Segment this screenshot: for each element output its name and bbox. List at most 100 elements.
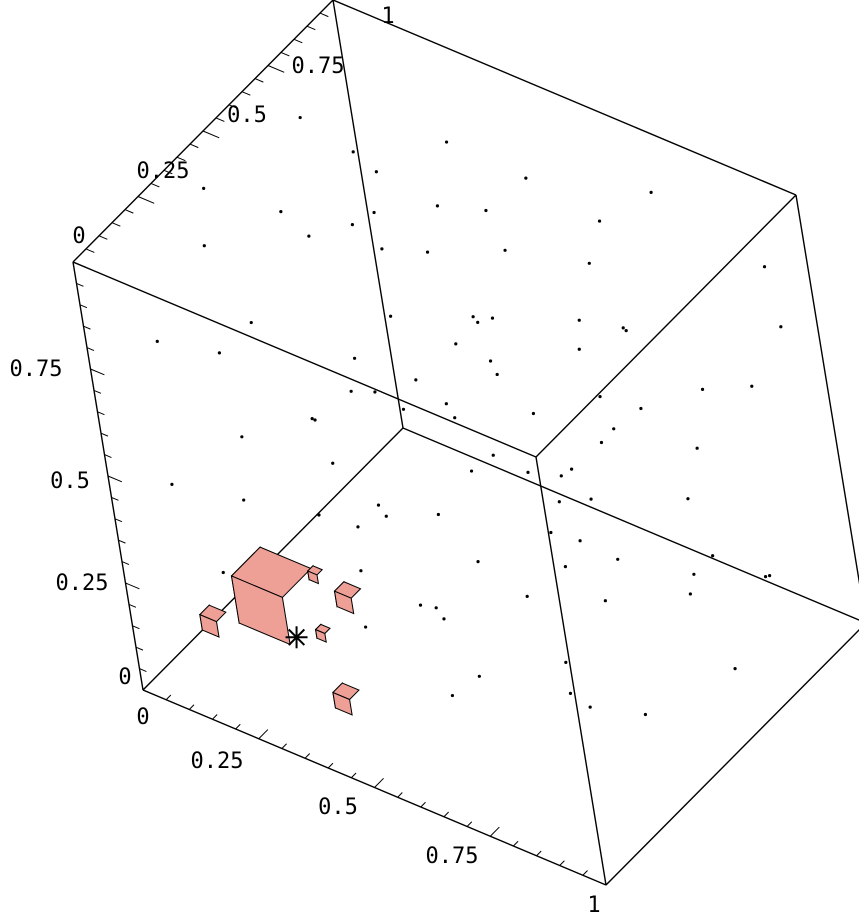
x-axis-tick: [397, 792, 403, 798]
z-axis-tick: [139, 668, 147, 672]
x-tick-label: 0.5: [318, 795, 358, 820]
y-tick-label: 0: [72, 224, 85, 249]
cube-face-front: [333, 590, 355, 615]
data-point: [389, 314, 393, 318]
data-point: [490, 316, 495, 320]
x-axis-tick: [466, 821, 473, 827]
data-point: [531, 411, 536, 416]
data-point: [298, 115, 302, 120]
data-point: [524, 176, 528, 180]
data-point: [477, 674, 481, 678]
y-axis-tick: [202, 130, 220, 139]
cube-edge: [142, 689, 607, 886]
z-axis-tick: [97, 411, 105, 416]
data-point: [526, 470, 530, 474]
cube-edge: [795, 194, 859, 585]
z-axis-tick: [104, 454, 112, 458]
data-point: [779, 325, 783, 329]
data-point: [612, 427, 616, 431]
x-axis-tick: [443, 811, 449, 818]
z-axis-tick: [121, 561, 130, 565]
data-point: [221, 570, 225, 575]
y-axis-tick: [150, 182, 160, 188]
data-point: [568, 691, 573, 696]
z-axis-tick: [76, 282, 84, 287]
data-point: [435, 204, 440, 208]
data-point: [414, 378, 418, 382]
data-point: [564, 660, 568, 665]
x-axis-tick: [536, 850, 542, 857]
x-axis-tick: [513, 840, 519, 847]
z-tick-label: 0.75: [10, 357, 63, 382]
data-point: [349, 389, 353, 393]
data-point: [762, 265, 767, 269]
z-tick-label: 0: [118, 665, 131, 690]
data-point: [313, 418, 317, 422]
data-point: [569, 467, 574, 471]
y-axis-tick: [163, 169, 173, 175]
data-point: [202, 186, 206, 190]
z-axis-tick: [132, 625, 140, 630]
data-point: [170, 482, 174, 486]
z-axis-tick: [128, 603, 137, 608]
neighbor-cube: [332, 682, 360, 716]
data-point: [317, 513, 321, 517]
data-point: [750, 384, 754, 388]
data-point: [688, 592, 692, 596]
data-point: [577, 347, 581, 351]
y-axis-tick: [124, 209, 134, 214]
cube-edge: [72, 0, 334, 263]
z-axis-tick: [86, 347, 95, 351]
y-axis-tick: [111, 222, 121, 227]
data-point: [491, 453, 495, 457]
data-point: [373, 390, 377, 394]
data-point: [639, 406, 643, 411]
data-point: [359, 569, 363, 573]
data-point: [249, 320, 253, 325]
data-point: [695, 446, 699, 450]
data-point: [503, 248, 507, 252]
y-axis-tick: [293, 38, 303, 44]
cube-edge: [332, 0, 797, 196]
data-point: [376, 503, 381, 507]
data-point: [603, 599, 607, 603]
cube-edge: [72, 261, 537, 458]
data-point: [587, 261, 591, 265]
y-axis-tick: [215, 117, 225, 122]
z-tick-label: 0.25: [56, 571, 109, 596]
data-point: [549, 530, 553, 535]
x-tick-label: 0.25: [191, 749, 244, 774]
data-point: [686, 497, 690, 501]
y-axis-tick: [228, 104, 238, 109]
x-axis-tick: [281, 743, 287, 749]
y-axis-tick: [137, 196, 155, 204]
x-axis-tick: [258, 729, 269, 740]
y-tick-label: 1: [381, 4, 394, 29]
cube-edge: [535, 194, 797, 458]
data-point: [352, 356, 357, 360]
y-axis-tick: [306, 25, 316, 31]
x-axis-tick: [582, 870, 588, 876]
data-point: [453, 416, 457, 420]
z-axis-tick: [79, 304, 88, 309]
data-point: [450, 693, 455, 698]
data-point: [202, 244, 206, 248]
z-axis-tick: [111, 496, 119, 501]
data-point: [436, 512, 440, 517]
data-point: [351, 150, 355, 154]
x-tick-label: 0.75: [426, 844, 479, 869]
data-point: [444, 140, 449, 144]
y-axis-tick: [85, 248, 95, 253]
data-point: [374, 170, 378, 174]
data-point: [444, 402, 448, 406]
neighbor-cube: [333, 580, 362, 615]
x-axis-tick: [304, 753, 311, 759]
data-point: [442, 617, 446, 621]
y-tick-label: 0.5: [227, 103, 267, 128]
z-axis-tick: [83, 325, 91, 330]
data-point: [624, 329, 628, 333]
cube-face-front: [199, 613, 220, 638]
query-point: [285, 626, 308, 649]
data-point: [692, 572, 696, 576]
data-point: [372, 210, 376, 215]
